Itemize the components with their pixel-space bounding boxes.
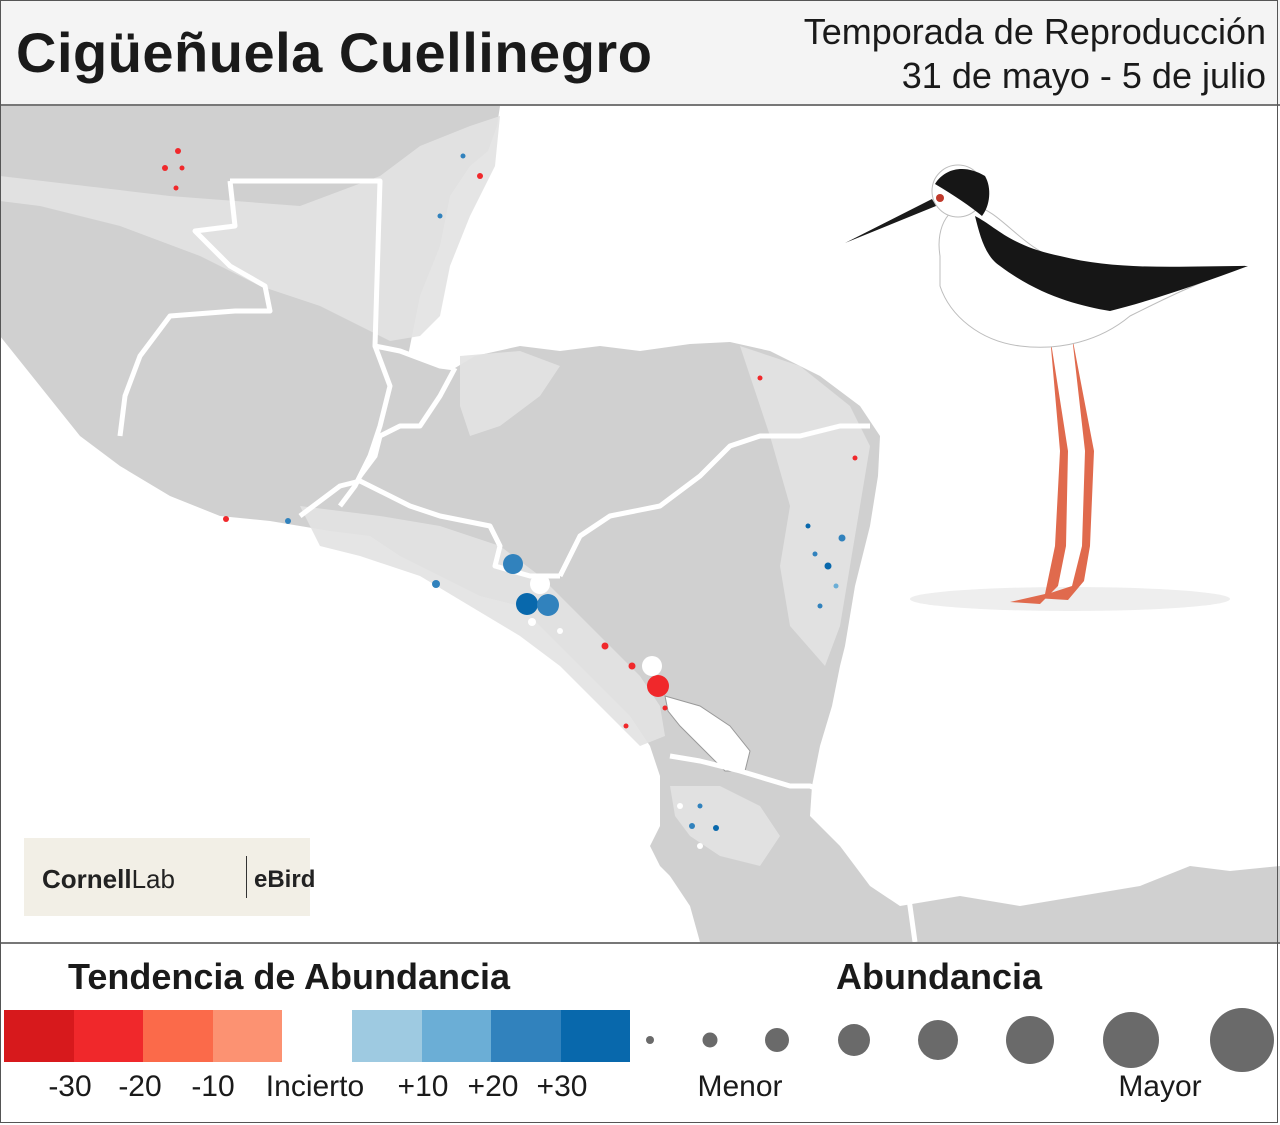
trend-color-scale (4, 1010, 631, 1062)
cornell-ebird-logo: CornellLab eBird (24, 838, 315, 916)
trend-swatch-4 (212, 1010, 283, 1062)
trend-swatch-9 (560, 1010, 631, 1062)
abundance-dot-6 (1006, 1016, 1054, 1064)
logo-divider (246, 856, 247, 898)
trend-swatch-2 (73, 1010, 144, 1062)
abundance-dot-5 (918, 1020, 958, 1060)
abundance-min-label: Menor (697, 1070, 783, 1103)
bird-illustration (845, 164, 1248, 611)
trend-points-decline (162, 148, 858, 729)
trend-swatch-1 (4, 1010, 74, 1062)
abundance-dot-4 (838, 1024, 870, 1056)
abundance-dot-8 (1210, 1008, 1274, 1072)
costa-rica-panama (660, 756, 1280, 942)
abundance-dot-2 (702, 1032, 718, 1048)
trend-tick-label: +10 (397, 1070, 449, 1103)
range-shading (460, 351, 560, 436)
trend-points-uncertain (528, 574, 703, 849)
trend-legend-title: Tendencia de Abundancia (68, 956, 511, 997)
trend-tick-label: -20 (118, 1070, 162, 1103)
trend-swatch-6 (351, 1010, 422, 1062)
abundance-dot-1 (646, 1036, 654, 1044)
trend-swatch-3 (143, 1010, 213, 1062)
species-title: Cigüeñuela Cuellinegro (16, 21, 653, 84)
trend-tick-label: +30 (536, 1070, 588, 1103)
abundance-max-label: Mayor (1118, 1070, 1202, 1103)
season-dates: 31 de mayo - 5 de julio (901, 55, 1266, 96)
trend-tick-label: Incierto (265, 1070, 365, 1103)
trend-swatch-8 (491, 1010, 561, 1062)
season-name: Temporada de Reproducción (803, 11, 1266, 52)
abundance-dot-7 (1103, 1012, 1159, 1068)
season-info: Temporada de Reproducción 31 de mayo - 5… (804, 10, 1266, 98)
abundance-dot-3 (765, 1028, 789, 1052)
pacific-ocean (0, 336, 700, 942)
large-decline-point (647, 675, 669, 697)
ebird-wordmark: eBird (254, 866, 316, 893)
trend-tick-label: -10 (191, 1070, 235, 1103)
cornell-lab-wordmark: CornellLab (42, 864, 175, 894)
range-map (0, 106, 1280, 942)
range-shading (300, 506, 665, 746)
header-bar: Cigüeñuela Cuellinegro Temporada de Repr… (0, 0, 1280, 106)
trend-swatch-5 (282, 1010, 352, 1062)
trend-tick-label: +20 (467, 1070, 519, 1103)
country-borders (117, 178, 918, 942)
trend-swatch-7 (421, 1010, 492, 1062)
trend-points-increase (285, 153, 846, 831)
trend-tick-label: -30 (48, 1070, 92, 1103)
abundance-legend-title: Abundancia (836, 956, 1043, 997)
legend-panel: Tendencia de Abundancia -30 -20 -10 Inciert… (0, 942, 1280, 1125)
